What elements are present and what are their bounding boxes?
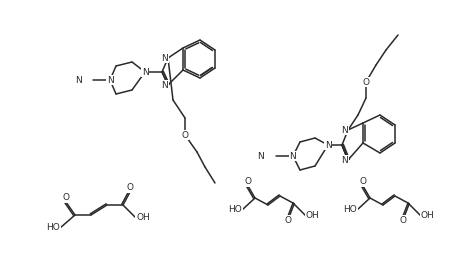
- Text: O: O: [362, 78, 370, 87]
- Text: O: O: [245, 177, 251, 186]
- Text: HO: HO: [343, 206, 357, 214]
- Text: N: N: [106, 76, 113, 85]
- Text: N: N: [161, 81, 168, 90]
- Text: N: N: [289, 151, 296, 160]
- Text: OH: OH: [306, 211, 320, 221]
- Text: O: O: [63, 193, 69, 202]
- Text: N: N: [341, 155, 348, 165]
- Text: O: O: [400, 216, 406, 225]
- Text: N: N: [257, 151, 264, 160]
- Text: N: N: [75, 76, 82, 85]
- Text: OH: OH: [421, 211, 435, 221]
- Text: O: O: [182, 130, 188, 139]
- Text: HO: HO: [228, 206, 242, 214]
- Text: OH: OH: [136, 214, 150, 223]
- Text: N: N: [325, 141, 332, 150]
- Text: N: N: [341, 125, 348, 134]
- Text: O: O: [284, 216, 291, 225]
- Text: N: N: [161, 53, 168, 62]
- Text: N: N: [142, 67, 149, 76]
- Text: HO: HO: [46, 223, 60, 232]
- Text: O: O: [126, 183, 134, 192]
- Text: O: O: [360, 177, 366, 186]
